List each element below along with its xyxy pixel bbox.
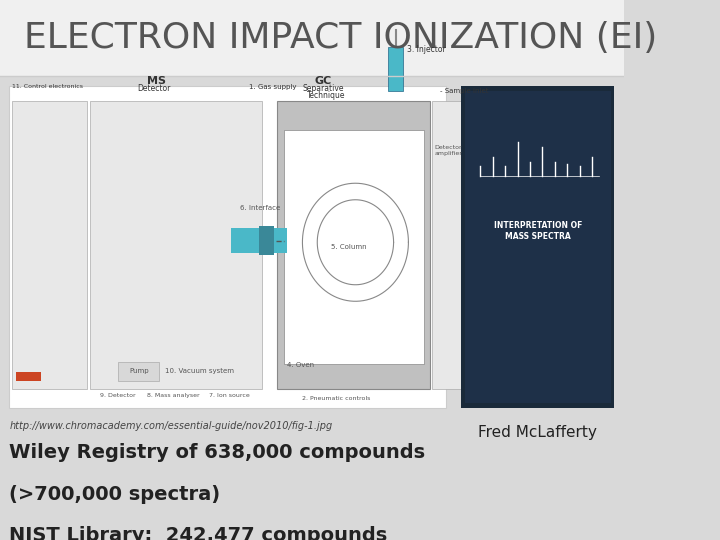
Text: 8. Mass analyser: 8. Mass analyser: [147, 394, 199, 399]
Text: Wiley Registry of 638,000 compounds: Wiley Registry of 638,000 compounds: [9, 443, 426, 462]
Text: (>700,000 spectra): (>700,000 spectra): [9, 484, 220, 503]
Bar: [258, 226, 274, 255]
Text: Fred Mc​Lafferty: Fred Mc​Lafferty: [478, 426, 598, 441]
Bar: [119, 362, 159, 381]
Text: Detector: Detector: [138, 84, 171, 93]
Text: 7. Ion source: 7. Ion source: [209, 394, 250, 399]
Text: 6. Interface: 6. Interface: [240, 205, 280, 211]
Bar: [16, 373, 40, 381]
Text: http://www.chromacademy.com/essential-guide/nov2010/fig-1.jpg: http://www.chromacademy.com/essential-gu…: [9, 421, 333, 430]
Bar: [91, 101, 262, 389]
Text: 9. Detector: 9. Detector: [100, 394, 135, 399]
FancyBboxPatch shape: [9, 86, 446, 408]
Bar: [12, 101, 87, 389]
Text: 10. Vacuum system: 10. Vacuum system: [165, 368, 234, 374]
Text: Pump: Pump: [129, 368, 149, 374]
Text: Separative: Separative: [302, 84, 344, 93]
Text: Technique: Technique: [307, 91, 346, 100]
Bar: [464, 91, 611, 403]
Text: 2. Pneumatic controls: 2. Pneumatic controls: [302, 396, 371, 401]
Text: 4. Oven: 4. Oven: [287, 362, 314, 368]
Bar: [389, 47, 403, 91]
Bar: [230, 228, 287, 253]
Text: - Sample inlet: - Sample inlet: [440, 88, 488, 94]
Bar: [284, 130, 424, 364]
Text: 1. Gas supply: 1. Gas supply: [249, 84, 297, 90]
Text: 11. Control electronics: 11. Control electronics: [12, 84, 84, 89]
Text: GC: GC: [315, 76, 332, 86]
Text: MS: MS: [147, 76, 166, 86]
Bar: [277, 101, 431, 389]
Text: NIST Library:  242,477 compounds: NIST Library: 242,477 compounds: [9, 526, 387, 540]
Bar: [462, 86, 614, 408]
Text: 5. Column: 5. Column: [331, 244, 367, 250]
FancyBboxPatch shape: [0, 0, 624, 76]
Text: 3. Injector: 3. Injector: [408, 45, 446, 53]
Bar: [432, 101, 485, 389]
Text: INTERPRETATION OF
MASS SPECTRA: INTERPRETATION OF MASS SPECTRA: [494, 221, 582, 241]
Text: Detector
amplifier: Detector amplifier: [435, 145, 462, 156]
Text: ELECTRON IMPACT IONIZATION (EI): ELECTRON IMPACT IONIZATION (EI): [24, 21, 657, 55]
